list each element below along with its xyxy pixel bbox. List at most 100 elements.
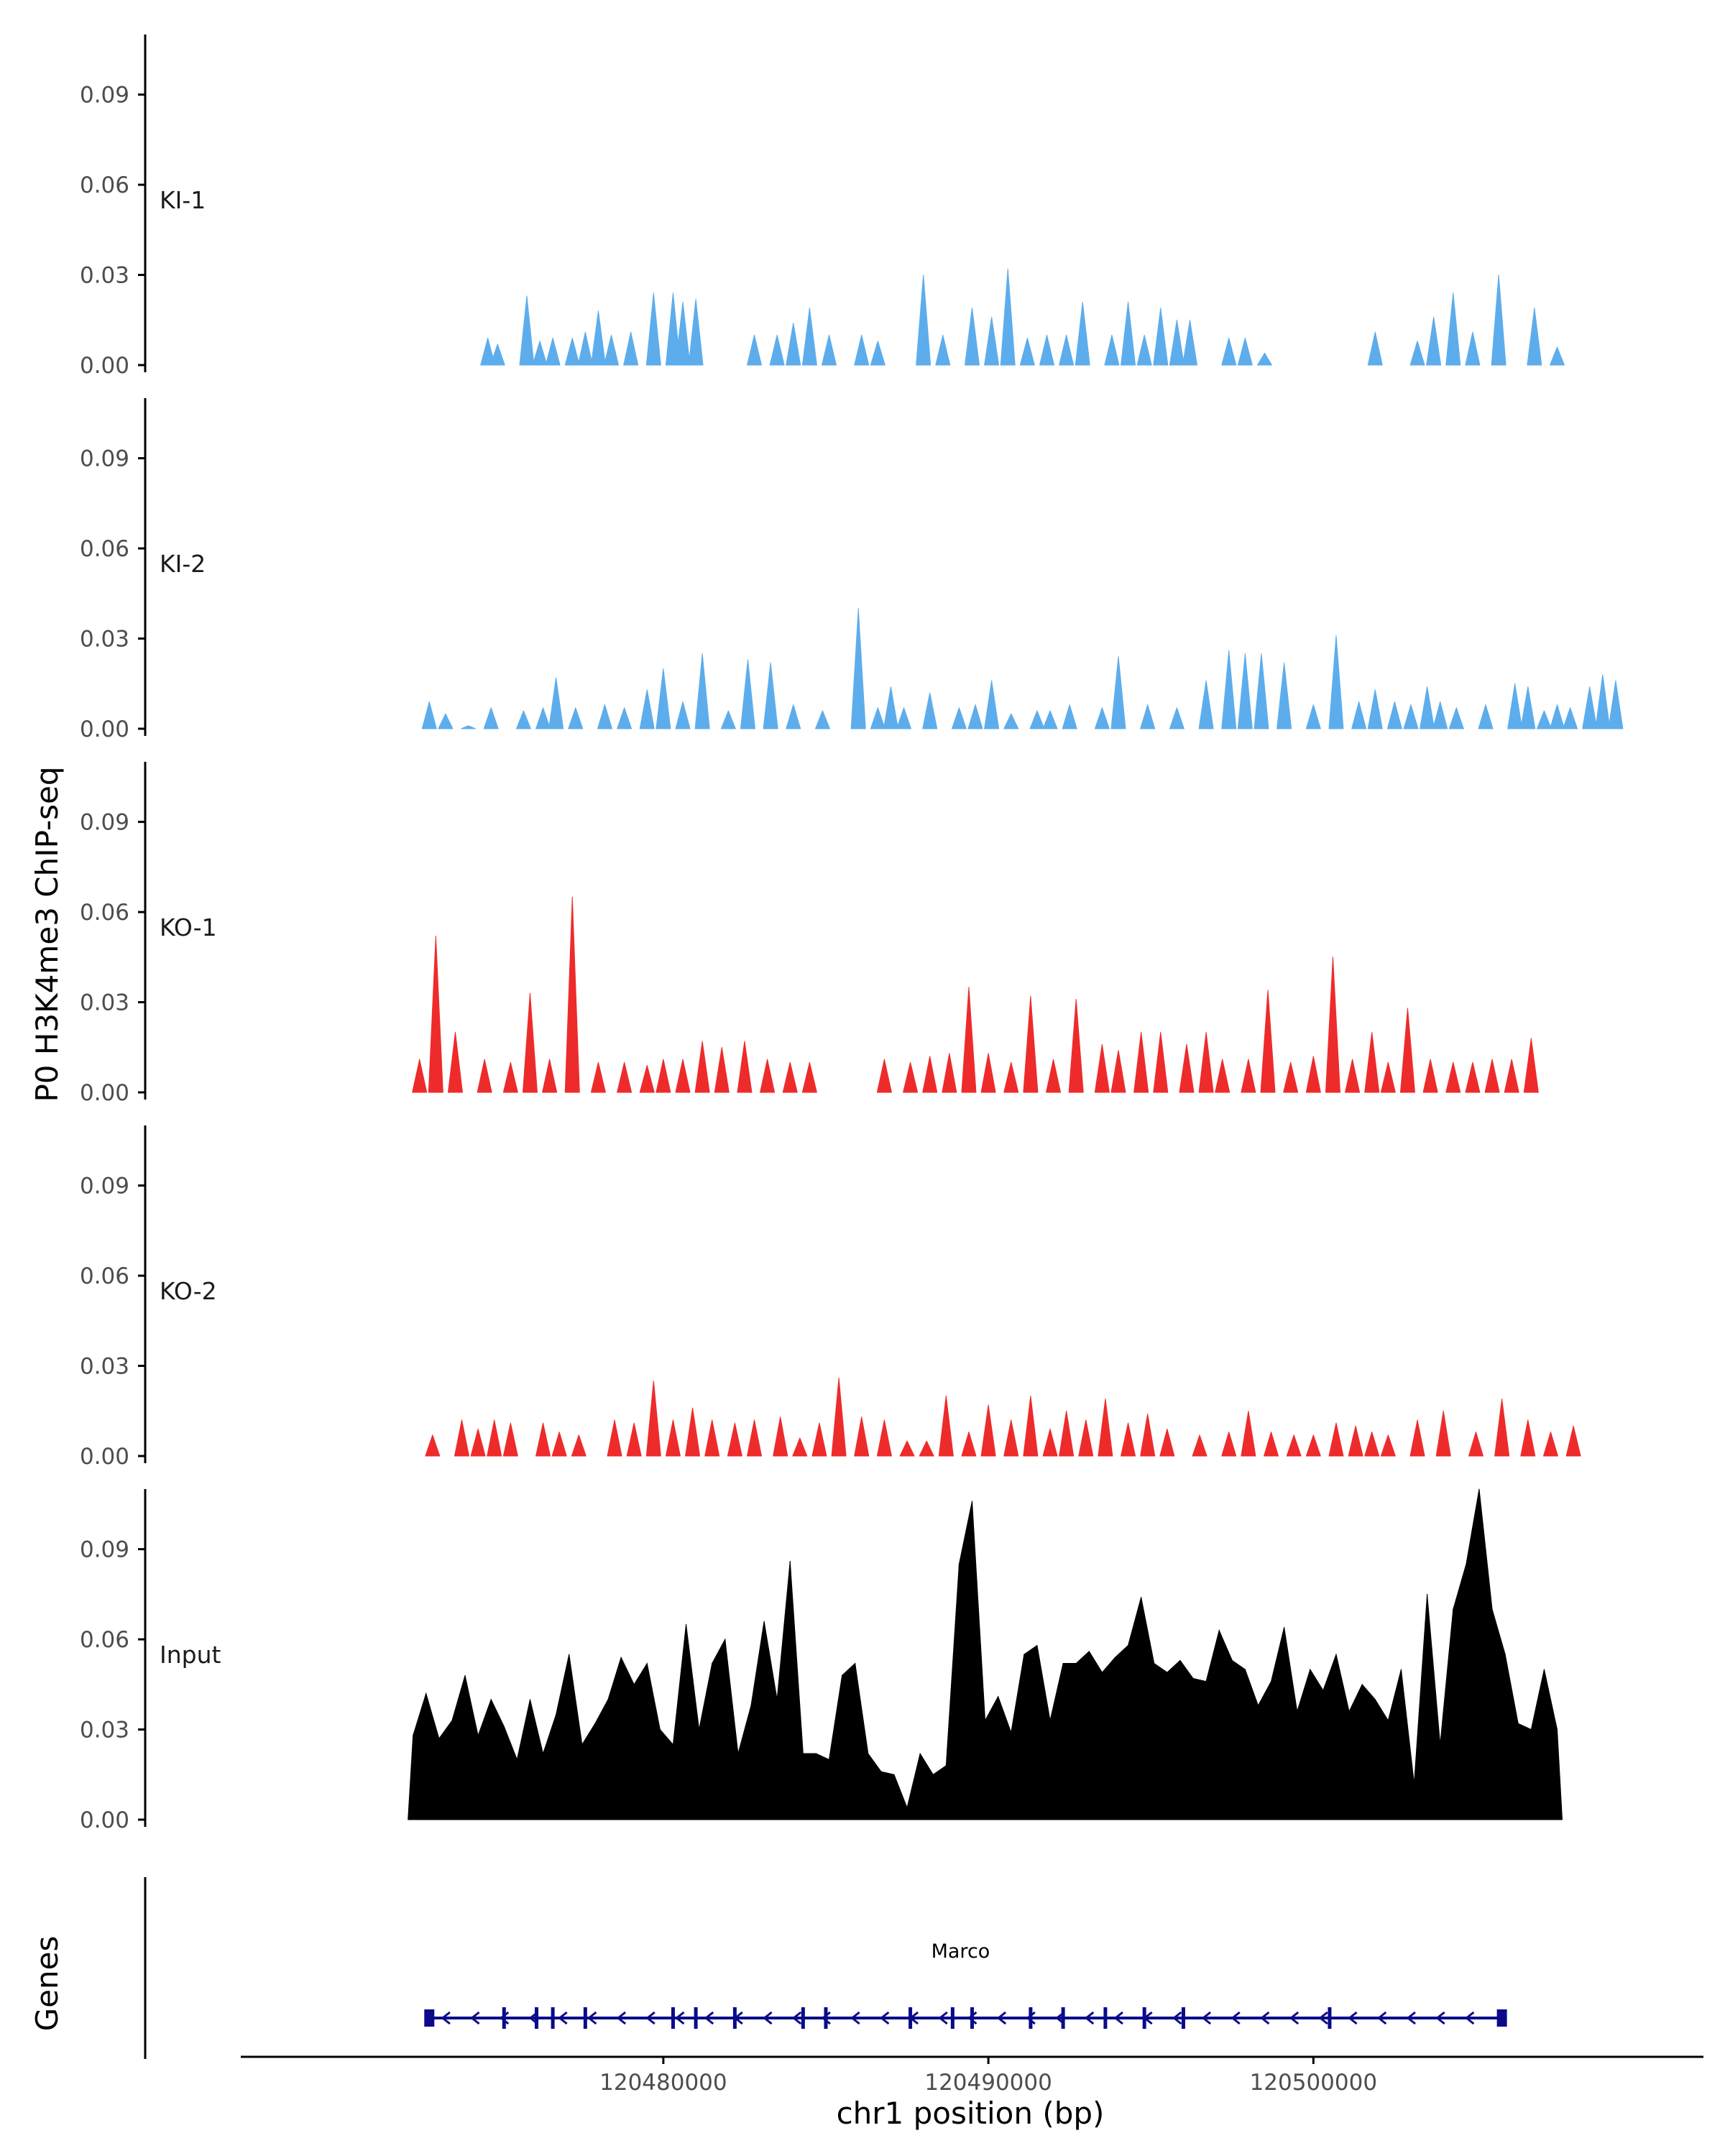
signal-peak [1380, 1061, 1396, 1093]
signal-peak [1445, 1061, 1461, 1093]
gene-exon [1181, 2007, 1185, 2029]
signal-peak [720, 710, 736, 729]
signal-peak [876, 1419, 892, 1457]
gene-exon [970, 2007, 974, 2029]
signal-peak [480, 337, 496, 366]
signal-peak [1059, 1410, 1075, 1457]
signal-peak [1221, 337, 1237, 366]
signal-peak [980, 1053, 996, 1093]
signal-peak [714, 1046, 730, 1093]
signal-peak [1542, 1432, 1558, 1457]
signal-peak [623, 331, 639, 366]
signal-peak [822, 334, 837, 366]
signal-peak [515, 710, 531, 729]
signal-peak [961, 987, 977, 1093]
y-tick-label: 0.09 [80, 83, 129, 109]
signal-peak [438, 713, 454, 729]
signal-peak [1104, 334, 1120, 366]
signal-peak [522, 992, 538, 1093]
signal-peak [639, 1064, 655, 1093]
signal-peak [685, 1407, 701, 1457]
signal-peak [854, 1416, 870, 1457]
signal-peak [1169, 707, 1184, 729]
signal-peak [470, 1428, 486, 1457]
y-tick-label: 0.03 [80, 990, 129, 1016]
signal-peak [811, 1422, 827, 1457]
signal-peak [675, 301, 691, 366]
strand-arrow [586, 2011, 597, 2025]
signal-peak [1182, 319, 1197, 366]
signal-peak [1042, 1428, 1058, 1457]
signal-peak [656, 1059, 671, 1093]
signal-peak [1465, 1061, 1481, 1093]
signal-peak [1328, 635, 1344, 729]
signal-peak [564, 896, 580, 1093]
signal-peak [980, 1404, 996, 1457]
y-tick-label: 0.06 [80, 536, 129, 562]
signal-peak [1062, 704, 1077, 729]
strand-arrow [763, 2011, 773, 2025]
signal-peak [1286, 1434, 1302, 1457]
strand-arrow [1348, 2011, 1358, 2025]
strand-arrow [821, 2011, 831, 2025]
signal-peak [1241, 1059, 1256, 1093]
signal-peak [1159, 1428, 1175, 1457]
signal-peak [854, 334, 870, 366]
gene-exon [950, 2007, 954, 2029]
signal-peak [883, 686, 898, 729]
signal-peak [1409, 1419, 1425, 1457]
signal-peak [1420, 686, 1435, 729]
signal-peak [1380, 1434, 1396, 1457]
tracks-layer: 0.00 0.03 0.06 0.09 KI-1 0.00 0.03 0.06 0.09 KI-2… [80, 34, 1624, 1833]
signal-peak [786, 322, 801, 366]
signal-peak [896, 707, 912, 729]
strand-arrow [645, 2011, 656, 2025]
signal-peak [1215, 1059, 1230, 1093]
track-ko-1: 0.00 0.03 0.06 0.09 KO-1 [80, 762, 1539, 1106]
gene-exon [801, 2007, 805, 2029]
signal-peak [477, 1059, 492, 1093]
signal-peak [984, 316, 1000, 366]
signal-peak [1264, 1432, 1279, 1457]
strand-arrow [1113, 2011, 1123, 2025]
strand-arrow [1376, 2011, 1387, 2025]
signal-peak [590, 310, 606, 366]
signal-peak [1305, 1434, 1321, 1457]
signal-peak [645, 1380, 661, 1457]
signal-peak [1520, 686, 1536, 729]
signal-peak [1140, 704, 1156, 729]
track-input: 0.00 0.03 0.06 0.09 Input [80, 1488, 1563, 1833]
signal-peak [1283, 1061, 1299, 1093]
y-tick-label: 0.06 [80, 1263, 129, 1289]
y-tick-label: 0.03 [80, 1718, 129, 1743]
signal-peak [1260, 990, 1276, 1093]
signal-peak [428, 936, 443, 1093]
signal-peak [747, 1419, 763, 1457]
signal-peak [1110, 1049, 1126, 1093]
signal-peak [1507, 683, 1523, 729]
gene-exon [1061, 2007, 1065, 2029]
signal-peak [965, 308, 980, 366]
signal-peak [1367, 331, 1383, 366]
signal-peak [656, 668, 671, 729]
strand-arrow [879, 2011, 890, 2025]
signal-peak [535, 707, 551, 729]
strand-arrow [967, 2011, 978, 2025]
strand-arrow [1435, 2011, 1445, 2025]
signal-peak [704, 1419, 720, 1457]
signal-peak [1536, 710, 1552, 729]
signal-peak [461, 725, 477, 729]
signal-peak [1305, 1056, 1321, 1093]
signal-peak [645, 292, 661, 366]
signal-peak [1399, 1008, 1415, 1093]
signal-peak [801, 1061, 817, 1093]
signal-peak [737, 1041, 753, 1093]
y-tick-label: 0.00 [80, 1444, 129, 1470]
signal-peak [694, 653, 710, 729]
strand-arrow [1201, 2011, 1212, 2025]
track-label: KI-2 [160, 550, 206, 578]
signal-peak [1527, 308, 1542, 366]
genes-axis-title: Genes [29, 1936, 65, 2032]
signal-peak [532, 341, 548, 366]
